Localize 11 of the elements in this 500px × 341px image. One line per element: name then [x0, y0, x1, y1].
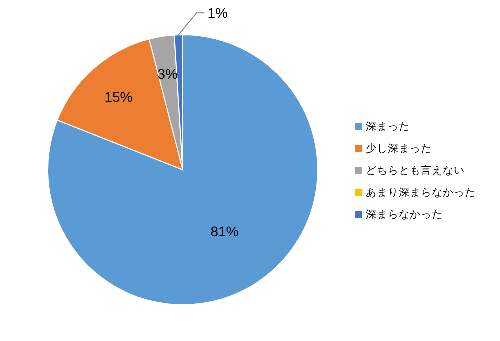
legend-label: あまり深まらなかった [366, 187, 476, 199]
legend-label: 少し深まった [366, 142, 432, 155]
pie-slice [56, 38, 184, 170]
data-label: 3% [158, 66, 178, 82]
legend-label: どちらとも言えない [366, 164, 465, 177]
data-label: 81% [210, 223, 239, 240]
data-label: 15% [104, 89, 133, 106]
pie-slice [48, 34, 318, 306]
legend-label: 深まらなかった [366, 209, 443, 221]
data-label: 1% [208, 5, 228, 22]
legend-label: 深まった [366, 121, 410, 133]
